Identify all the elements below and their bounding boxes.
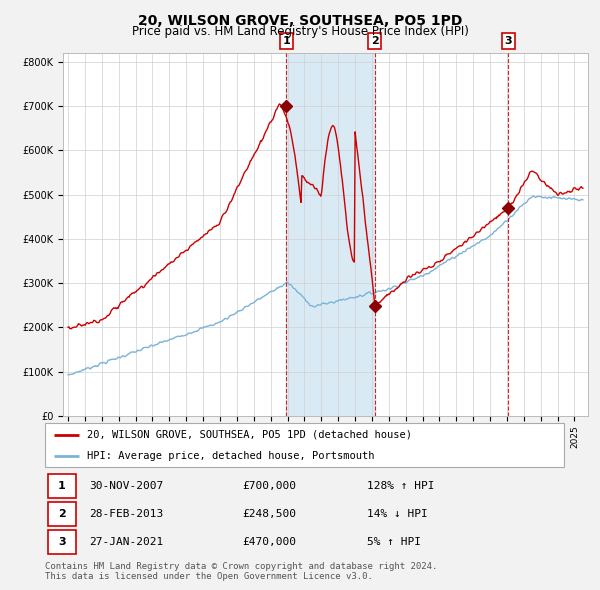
- Text: This data is licensed under the Open Government Licence v3.0.: This data is licensed under the Open Gov…: [45, 572, 373, 581]
- Text: 2: 2: [371, 36, 379, 46]
- Text: 27-JAN-2021: 27-JAN-2021: [89, 537, 163, 547]
- Text: £700,000: £700,000: [242, 481, 296, 491]
- Bar: [47, 474, 76, 498]
- Text: 1: 1: [282, 36, 290, 46]
- Text: 5% ↑ HPI: 5% ↑ HPI: [367, 537, 421, 547]
- Text: 14% ↓ HPI: 14% ↓ HPI: [367, 509, 428, 519]
- Text: 3: 3: [58, 537, 65, 547]
- Text: 128% ↑ HPI: 128% ↑ HPI: [367, 481, 434, 491]
- Text: Contains HM Land Registry data © Crown copyright and database right 2024.: Contains HM Land Registry data © Crown c…: [45, 562, 437, 571]
- Text: 20, WILSON GROVE, SOUTHSEA, PO5 1PD: 20, WILSON GROVE, SOUTHSEA, PO5 1PD: [138, 14, 462, 28]
- Text: 20, WILSON GROVE, SOUTHSEA, PO5 1PD (detached house): 20, WILSON GROVE, SOUTHSEA, PO5 1PD (det…: [86, 430, 412, 440]
- Bar: [47, 530, 76, 554]
- Text: 30-NOV-2007: 30-NOV-2007: [89, 481, 163, 491]
- Text: 2: 2: [58, 509, 66, 519]
- Bar: [47, 502, 76, 526]
- Text: £470,000: £470,000: [242, 537, 296, 547]
- Text: £248,500: £248,500: [242, 509, 296, 519]
- Bar: [286, 53, 375, 416]
- Text: 28-FEB-2013: 28-FEB-2013: [89, 509, 163, 519]
- Text: Price paid vs. HM Land Registry's House Price Index (HPI): Price paid vs. HM Land Registry's House …: [131, 25, 469, 38]
- Text: HPI: Average price, detached house, Portsmouth: HPI: Average price, detached house, Port…: [86, 451, 374, 461]
- Text: 3: 3: [505, 36, 512, 46]
- Text: 1: 1: [58, 481, 66, 491]
